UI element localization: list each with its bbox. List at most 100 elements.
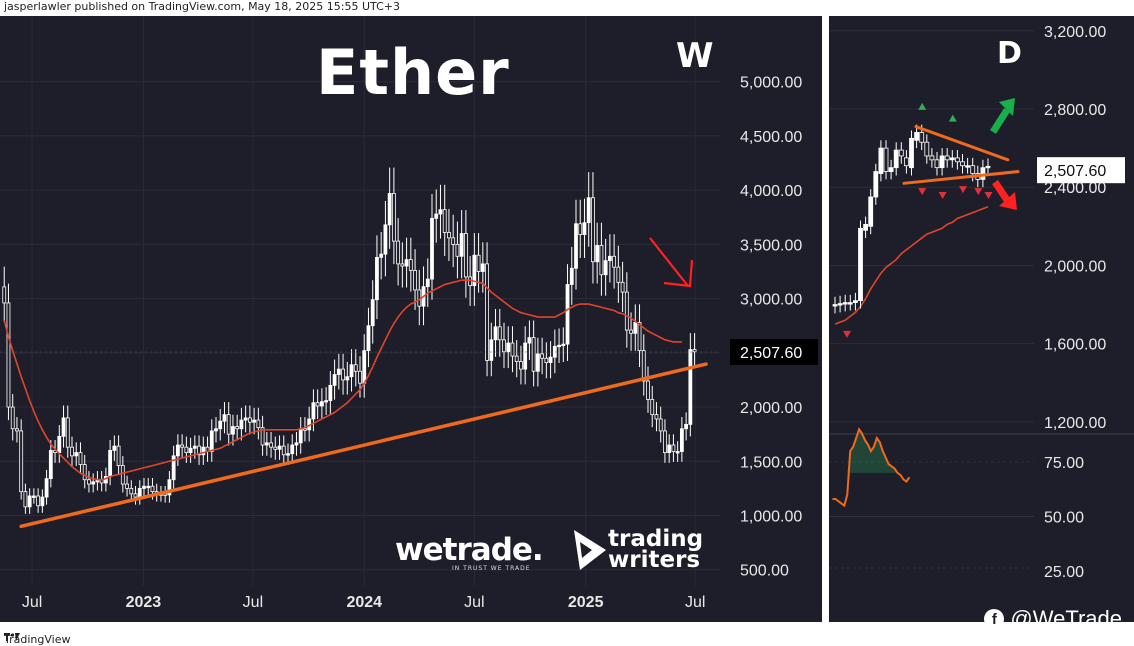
candle-body (574, 223, 578, 269)
x-tick-label: Jul (464, 594, 484, 611)
candle-body (391, 192, 396, 242)
candle-body (924, 141, 930, 157)
candle-body (949, 157, 955, 161)
candle-body (493, 326, 498, 341)
candle-body (909, 137, 914, 169)
signal-up-marker (948, 114, 957, 122)
y-tick-label: 3,500.00 (740, 237, 802, 254)
social-handle[interactable]: f @WeTrade (984, 606, 1122, 632)
tradingwriters-logo-line2: writers (608, 547, 701, 573)
candle-body (548, 356, 553, 363)
candle-body (36, 495, 41, 507)
candle-body (497, 326, 502, 341)
x-tick-label: 2024 (346, 594, 382, 611)
candle-body (197, 445, 201, 456)
indicator-tick-label: 75.00 (1044, 455, 1084, 472)
y-tick-label: 2,800.00 (1044, 102, 1106, 119)
candle-body (837, 303, 843, 306)
candle-body (883, 147, 889, 172)
candle-body (506, 342, 511, 353)
candle-body (616, 266, 621, 283)
candle-body (264, 442, 269, 446)
candle-body (637, 322, 642, 352)
pattern-upper-line (914, 125, 1010, 162)
candle-body (10, 406, 15, 430)
candle-body (476, 254, 481, 272)
y-tick-label: 4,500.00 (740, 129, 802, 146)
candle-body (383, 224, 388, 255)
weekly-chart-panel[interactable]: 500.001,000.001,500.002,000.002,500.003,… (0, 16, 822, 622)
candle-body (586, 197, 591, 224)
candle-body (591, 197, 595, 263)
candle-body (125, 483, 129, 489)
candle-body (218, 420, 223, 430)
candle-body (129, 487, 134, 495)
candle-body (544, 357, 549, 363)
candle-body (502, 339, 506, 353)
candle-body (281, 445, 286, 456)
candle-body (6, 302, 11, 408)
timeframe-label: W (676, 36, 714, 76)
chart-title: Ether (316, 36, 510, 109)
y-tick-label: 2,000.00 (740, 400, 802, 417)
x-tick-label: Jul (22, 594, 42, 611)
indicator-line (832, 427, 911, 508)
candle-body (463, 233, 468, 278)
candle-body (15, 428, 19, 432)
candle-body (607, 255, 612, 262)
candle-body (74, 452, 79, 457)
candle-body (290, 444, 295, 455)
candle-body (222, 414, 227, 422)
candle-body (31, 495, 36, 498)
candle-body (459, 233, 464, 257)
candle-body (965, 165, 971, 168)
candle-body (209, 430, 214, 452)
candle-body (944, 155, 950, 161)
candle-body (256, 419, 261, 429)
candle-body (112, 445, 117, 451)
weekly-chart-svg[interactable]: 500.001,000.001,500.002,000.002,500.003,… (0, 16, 822, 622)
candle-body (408, 259, 413, 271)
signal-down-marker (984, 192, 993, 200)
candle-body (582, 222, 587, 236)
candle-body (137, 487, 142, 498)
daily-chart-panel[interactable]: 1,200.00 1,600.00 2,000.00 2,400.00 2,800.00… (829, 16, 1134, 631)
tradingwriters-pen-icon (574, 530, 606, 570)
candle-body (142, 485, 146, 489)
candle-body (65, 417, 70, 448)
candle-body (40, 496, 45, 507)
candle-body (239, 419, 244, 430)
candle-body (324, 400, 329, 403)
last-price-tag (730, 339, 818, 366)
candle-body (565, 284, 570, 345)
candle-body (353, 364, 358, 372)
candle-body (396, 240, 401, 265)
candle-body (620, 281, 625, 293)
candle-body (832, 304, 838, 307)
candle-body (663, 430, 667, 454)
candle-body (667, 444, 672, 454)
candle-body (898, 149, 904, 157)
last-price-label: 2,507.60 (740, 345, 802, 362)
daily-timeframe-label: D (997, 36, 1022, 71)
candle-body (298, 428, 303, 444)
candle-body (201, 446, 206, 456)
candle-body (146, 485, 151, 489)
candle-body (273, 446, 278, 450)
daily-chart-svg[interactable]: 1,200.00 1,600.00 2,000.00 2,400.00 2,800.00… (829, 16, 1134, 622)
signal-down-marker (974, 188, 983, 196)
bullish-arrow-head (999, 98, 1015, 116)
pattern-lower-line (902, 170, 1020, 185)
candle-body (434, 213, 439, 219)
candle-body (612, 255, 617, 268)
signal-down-marker (843, 330, 851, 338)
candle-body (523, 342, 528, 370)
candle-body (82, 464, 87, 481)
y-tick-label: 3,200.00 (1044, 24, 1106, 41)
candle-body (519, 361, 523, 370)
candle-body (413, 269, 417, 291)
candle-body (2, 286, 7, 304)
publisher-header: jasperlawler published on TradingView.co… (4, 0, 401, 13)
bearish-arrow (649, 237, 689, 287)
candle-body (328, 384, 333, 401)
